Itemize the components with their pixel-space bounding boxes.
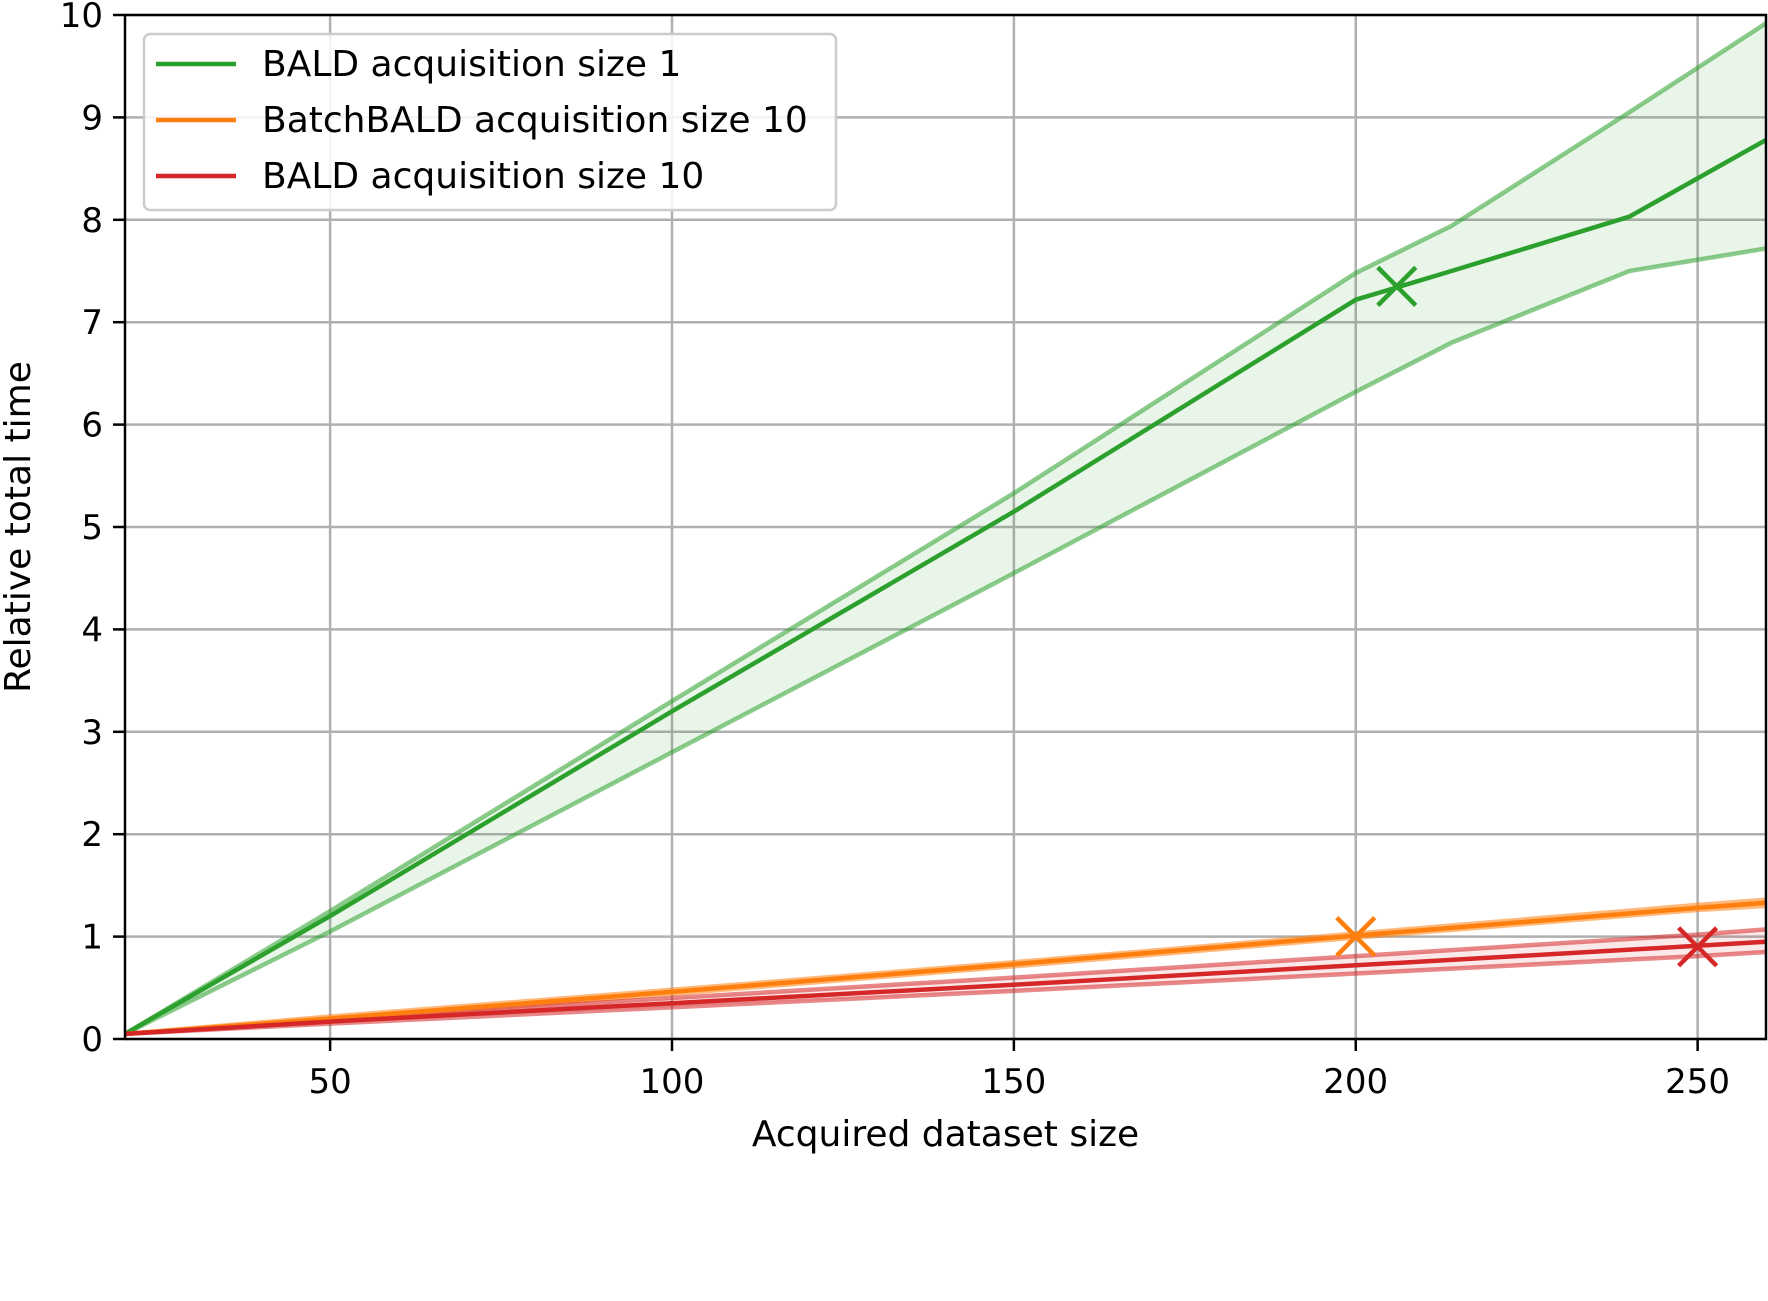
x-tick-label: 100: [640, 1062, 705, 1102]
x-axis-label: Acquired dataset size: [752, 1114, 1139, 1155]
band-fill-0: [125, 23, 1766, 1034]
x-marker-0: [1376, 265, 1418, 307]
y-tick-label: 1: [81, 918, 103, 958]
y-axis-label: Relative total time: [0, 361, 39, 693]
series-line-1: [124, 900, 1767, 1037]
series-markers: [1335, 265, 1719, 968]
y-tick-label: 2: [81, 815, 103, 855]
legend-label-2: BALD acquisition size 10: [262, 156, 704, 197]
band-lower-0: [123, 246, 1767, 1036]
legend-box: [142, 32, 838, 212]
y-tick-label: 7: [81, 303, 103, 343]
x-tick-label: 50: [308, 1062, 351, 1102]
y-tick-label: 10: [60, 0, 103, 36]
legend-label-0: BALD acquisition size 1: [262, 44, 681, 85]
band-upper-0: [123, 21, 1768, 1036]
y-axis-ticks: 0 1 2 3 4 5 6 7 8 9 10: [60, 0, 125, 1060]
x-tick-label: 150: [981, 1062, 1046, 1102]
y-tick-label: 0: [81, 1020, 103, 1060]
y-tick-label: 5: [81, 508, 103, 548]
y-tick-label: 9: [81, 98, 103, 138]
grid: [125, 13, 1766, 1041]
y-tick-label: 3: [81, 713, 103, 753]
x-marker-2: [1677, 926, 1719, 968]
x-tick-label: 200: [1323, 1062, 1388, 1102]
y-tick-label: 6: [81, 406, 103, 446]
y-tick-label: 8: [81, 201, 103, 241]
y-tick-label: 4: [81, 610, 103, 650]
legend-label-1: BatchBALD acquisition size 10: [262, 100, 808, 141]
legend: BALD acquisition size 1 BatchBALD acquisi…: [142, 32, 838, 212]
x-axis-ticks: 50 100 150 200 250: [308, 1039, 1730, 1102]
x-tick-label: 250: [1665, 1062, 1730, 1102]
series-line-0: [123, 137, 1768, 1036]
x-marker-1: [1335, 916, 1377, 958]
